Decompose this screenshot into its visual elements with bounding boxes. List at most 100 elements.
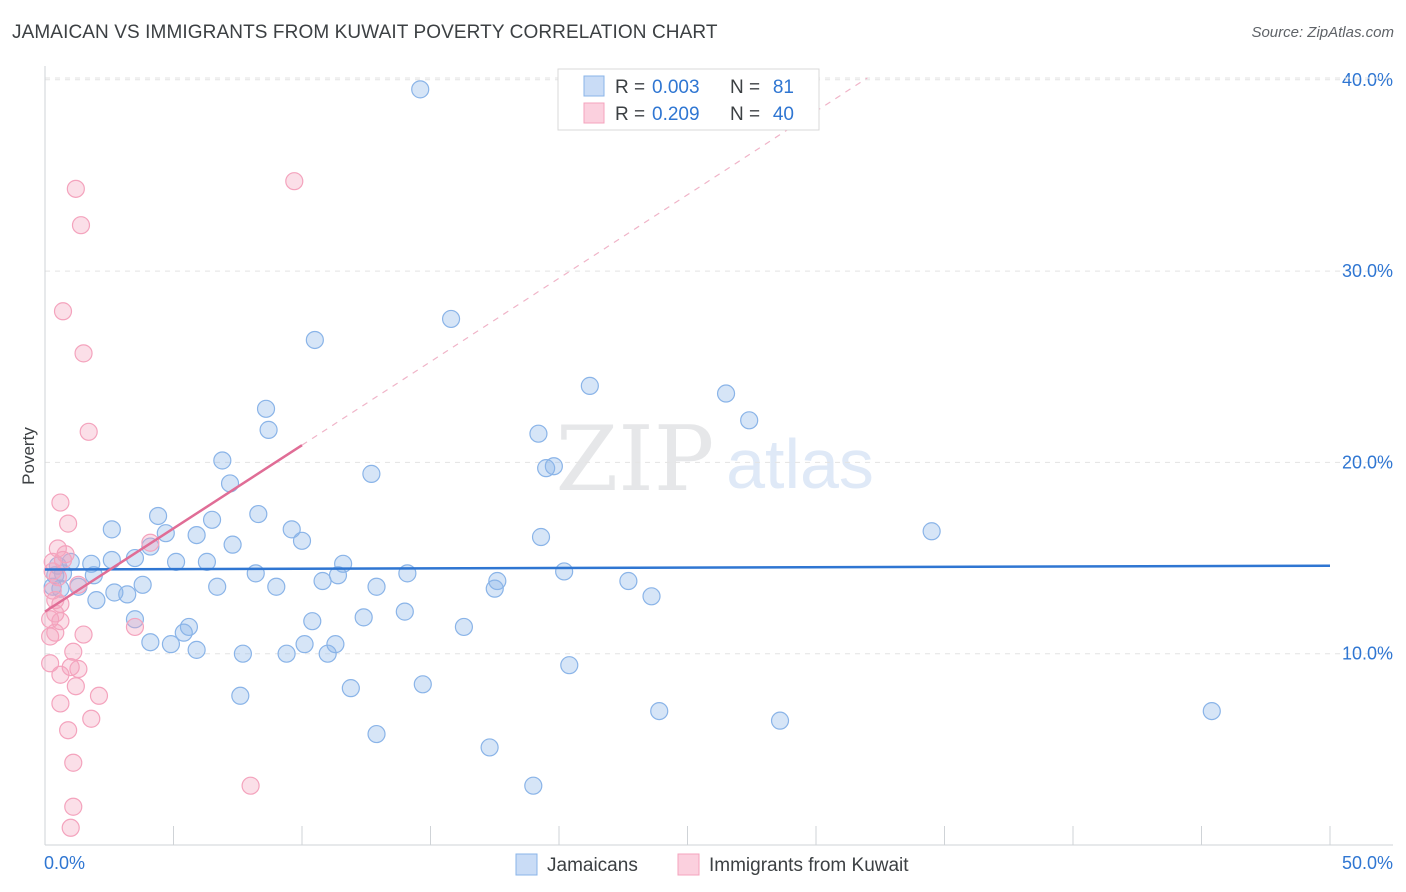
data-point-jamaicans bbox=[716, 384, 736, 403]
legend-label-jamaicans: Jamaicans bbox=[547, 855, 638, 876]
data-point-jamaicans bbox=[231, 686, 250, 705]
data-point-jamaicans bbox=[480, 738, 499, 757]
data-point-kuwait bbox=[79, 422, 98, 441]
jamaicans-points bbox=[43, 80, 1221, 795]
data-point-jamaicans bbox=[1202, 701, 1221, 721]
data-point-kuwait bbox=[41, 627, 60, 646]
data-point-jamaicans bbox=[161, 635, 181, 654]
watermark-atlas: atlas bbox=[726, 425, 874, 503]
data-point-kuwait bbox=[66, 179, 85, 198]
data-point-kuwait bbox=[51, 665, 70, 684]
data-point-jamaicans bbox=[485, 579, 504, 598]
x-tick-label-max: 50.0% bbox=[1342, 853, 1393, 873]
trend-lines bbox=[44, 77, 1331, 613]
y-axis-label: Poverty bbox=[19, 427, 38, 485]
data-point-jamaicans bbox=[249, 504, 268, 524]
data-point-jamaicans bbox=[256, 399, 276, 418]
y-tick-label: 20.0% bbox=[1342, 452, 1393, 472]
data-point-jamaicans bbox=[267, 577, 286, 596]
axes bbox=[44, 66, 1393, 846]
data-point-jamaicans bbox=[740, 411, 759, 430]
trend-extension-kuwait bbox=[301, 77, 868, 446]
stats-legend-swatch-kuwait bbox=[583, 102, 605, 124]
data-point-jamaicans bbox=[208, 577, 227, 596]
data-point-jamaicans bbox=[544, 457, 563, 476]
n-value-kuwait: 40 bbox=[773, 104, 794, 125]
data-point-jamaicans bbox=[141, 633, 160, 652]
data-point-jamaicans bbox=[246, 564, 265, 583]
data-point-jamaicans bbox=[531, 527, 551, 547]
data-point-jamaicans bbox=[411, 80, 430, 99]
x-tick-label-min: 0.0% bbox=[44, 853, 85, 873]
data-point-kuwait bbox=[59, 514, 78, 533]
data-point-jamaicans bbox=[580, 376, 599, 395]
data-point-jamaicans bbox=[354, 608, 373, 627]
data-point-jamaicans bbox=[166, 552, 186, 571]
data-point-kuwait bbox=[41, 654, 60, 673]
data-point-kuwait bbox=[51, 694, 70, 713]
r-value-jamaicans: 0.003 bbox=[652, 77, 700, 98]
data-point-kuwait bbox=[43, 562, 62, 581]
data-point-jamaicans bbox=[454, 617, 474, 637]
data-point-jamaicans bbox=[118, 585, 137, 604]
x-tick-labels: 0.0% 50.0% bbox=[44, 853, 1393, 873]
data-point-kuwait bbox=[89, 686, 109, 705]
data-point-jamaicans bbox=[179, 617, 199, 637]
data-point-jamaicans bbox=[148, 506, 168, 526]
y-tick-label: 30.0% bbox=[1342, 261, 1393, 281]
n-label-jamaicans: N = bbox=[730, 77, 760, 98]
data-point-jamaicans bbox=[187, 525, 206, 545]
data-point-kuwait bbox=[64, 797, 83, 816]
data-point-kuwait bbox=[59, 721, 78, 740]
data-point-jamaicans bbox=[87, 591, 106, 610]
data-point-jamaicans bbox=[197, 552, 217, 571]
n-label-kuwait: N = bbox=[730, 104, 760, 125]
legend-label-kuwait: Immigrants from Kuwait bbox=[709, 855, 909, 876]
data-point-jamaicans bbox=[133, 575, 152, 594]
data-point-kuwait bbox=[71, 216, 91, 235]
source-label: Source: ZipAtlas.com bbox=[1251, 24, 1394, 41]
data-point-jamaicans bbox=[223, 535, 242, 554]
data-point-jamaicans bbox=[82, 554, 101, 573]
data-point-jamaicans bbox=[326, 635, 345, 654]
watermark-zip: ZIP bbox=[556, 407, 715, 512]
data-point-jamaicans bbox=[555, 562, 574, 581]
y-tick-label: 40.0% bbox=[1342, 70, 1393, 90]
data-point-jamaicans bbox=[642, 587, 661, 606]
data-point-kuwait bbox=[51, 493, 70, 512]
data-point-kuwait bbox=[241, 776, 260, 795]
data-point-kuwait bbox=[61, 657, 80, 677]
data-point-jamaicans bbox=[770, 711, 790, 730]
data-point-kuwait bbox=[66, 677, 85, 696]
data-point-jamaicans bbox=[367, 724, 386, 744]
r-label-jamaicans: R = bbox=[615, 77, 645, 98]
stats-legend: R = 0.003 N = 81 R = 0.209 N = 40 bbox=[557, 68, 820, 131]
data-point-jamaicans bbox=[395, 602, 414, 621]
data-point-jamaicans bbox=[341, 679, 360, 698]
data-point-jamaicans bbox=[141, 537, 160, 556]
data-point-jamaicans bbox=[524, 776, 543, 795]
data-point-jamaicans bbox=[313, 571, 332, 591]
data-point-kuwait bbox=[74, 625, 93, 644]
data-point-jamaicans bbox=[202, 510, 222, 529]
trend-line-kuwait bbox=[44, 444, 303, 613]
n-value-jamaicans: 81 bbox=[773, 77, 794, 98]
data-point-jamaicans bbox=[282, 520, 301, 539]
data-point-jamaicans bbox=[318, 644, 337, 663]
data-point-jamaicans bbox=[305, 330, 324, 350]
data-point-kuwait bbox=[82, 709, 101, 728]
legend-swatch-jamaicans bbox=[515, 853, 538, 876]
data-point-jamaicans bbox=[560, 656, 579, 675]
data-point-jamaicans bbox=[619, 571, 638, 591]
data-point-jamaicans bbox=[125, 610, 145, 629]
data-point-kuwait bbox=[285, 172, 304, 191]
data-point-kuwait bbox=[74, 344, 93, 363]
data-point-kuwait bbox=[53, 302, 73, 321]
data-point-jamaicans bbox=[650, 701, 669, 721]
data-point-jamaicans bbox=[259, 420, 278, 439]
stats-legend-swatch-jamaicans bbox=[583, 75, 605, 97]
data-point-jamaicans bbox=[174, 623, 193, 642]
data-point-jamaicans bbox=[292, 531, 312, 550]
data-point-jamaicans bbox=[213, 451, 232, 470]
